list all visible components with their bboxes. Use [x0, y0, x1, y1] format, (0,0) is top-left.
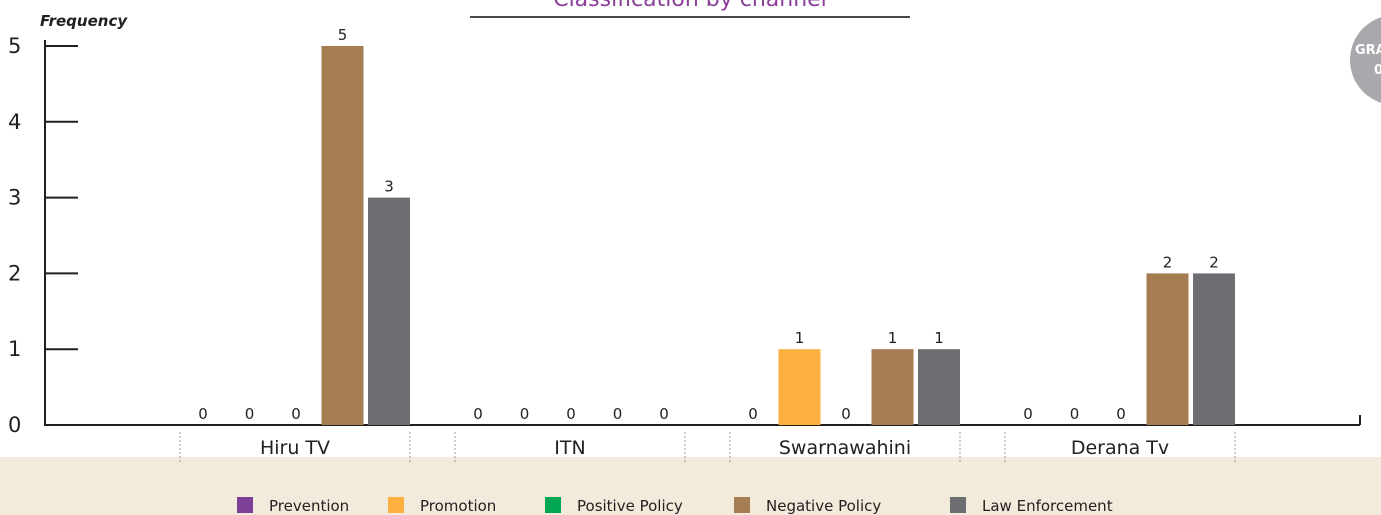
legend-label: Prevention	[269, 497, 349, 515]
value-label: 1	[888, 329, 898, 347]
badge	[1350, 17, 1381, 103]
badge-text: GRA	[1355, 43, 1381, 58]
x-tick-label: Swarnawahini	[779, 437, 911, 459]
value-label: 0	[1116, 405, 1126, 423]
value-label: 1	[795, 329, 805, 347]
legend-swatch	[545, 497, 561, 513]
value-label: 0	[613, 405, 623, 423]
value-label: 2	[1163, 253, 1173, 271]
x-tick-label: ITN	[554, 437, 585, 459]
x-tick-label: Derana Tv	[1071, 437, 1169, 459]
value-label: 0	[566, 405, 576, 423]
legend-label: Positive Policy	[577, 497, 683, 515]
bar	[368, 197, 410, 425]
legend-swatch	[388, 497, 404, 513]
value-label: 0	[841, 405, 851, 423]
bar	[321, 46, 364, 425]
bar	[1193, 273, 1235, 425]
y-axis-label: Frequency	[40, 12, 128, 30]
bar	[778, 349, 821, 425]
value-label: 0	[198, 405, 208, 423]
bar	[918, 349, 960, 425]
badge-text: 0	[1374, 63, 1381, 78]
legend-label: Law Enforcement	[982, 497, 1113, 515]
value-label: 3	[384, 178, 394, 196]
x-tick-label: Hiru TV	[260, 437, 330, 459]
y-tick-label: 5	[8, 34, 21, 58]
value-label: 0	[291, 405, 301, 423]
value-label: 0	[1070, 405, 1080, 423]
legend-swatch	[237, 497, 253, 513]
y-tick-label: 1	[8, 337, 21, 361]
value-label: 0	[748, 405, 758, 423]
y-tick-label: 4	[8, 110, 21, 134]
legend-swatch	[734, 497, 750, 513]
y-tick-label: 3	[8, 186, 21, 210]
value-label: 0	[1023, 405, 1033, 423]
legend-band	[0, 457, 1381, 515]
legend-label: Promotion	[420, 497, 496, 515]
value-label: 0	[473, 405, 483, 423]
y-tick-label: 2	[8, 261, 21, 285]
value-label: 0	[245, 405, 255, 423]
value-label: 0	[520, 405, 530, 423]
bar	[1146, 273, 1189, 425]
value-label: 1	[934, 329, 944, 347]
bar	[871, 349, 914, 425]
value-label: 2	[1209, 253, 1219, 271]
legend-swatch	[950, 497, 966, 513]
value-label: 0	[659, 405, 669, 423]
legend-label: Negative Policy	[766, 497, 881, 515]
y-tick-label: 0	[8, 413, 21, 437]
value-label: 5	[338, 26, 348, 44]
chart-title: Classification by channel	[553, 0, 827, 12]
